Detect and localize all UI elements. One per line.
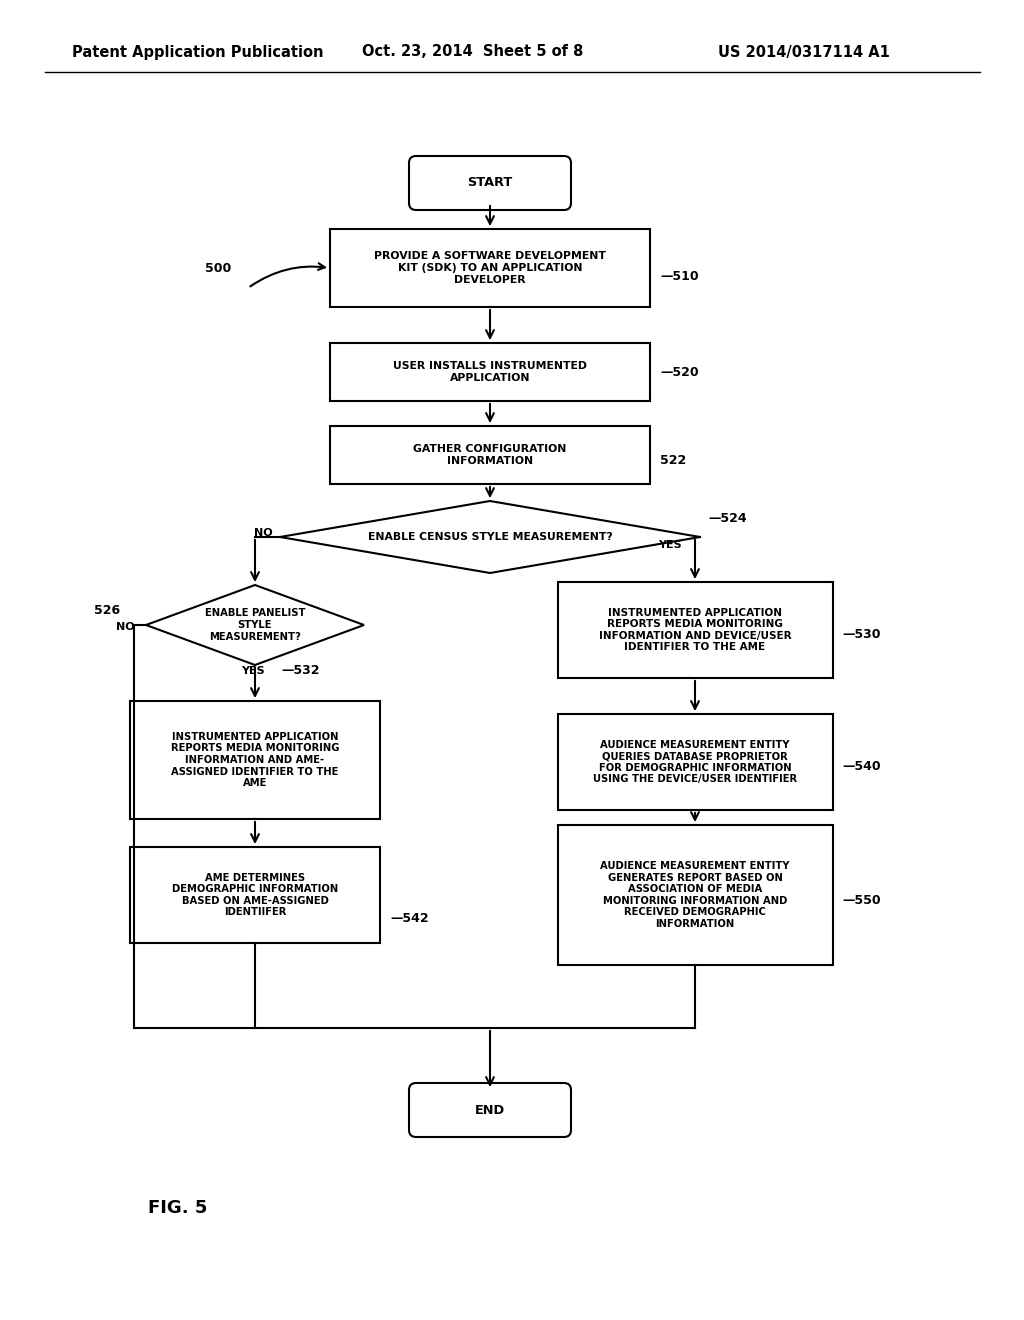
Text: —540: —540 [843, 760, 881, 774]
Bar [130, 701, 380, 818]
Text: —550: —550 [843, 894, 881, 907]
Text: AUDIENCE MEASUREMENT ENTITY
GENERATES REPORT BASED ON
ASSOCIATION OF MEDIA
MONIT: AUDIENCE MEASUREMENT ENTITY GENERATES RE… [600, 861, 790, 929]
Text: NO: NO [254, 528, 272, 539]
Text: Oct. 23, 2014  Sheet 5 of 8: Oct. 23, 2014 Sheet 5 of 8 [362, 45, 584, 59]
Text: ENABLE CENSUS STYLE MEASUREMENT?: ENABLE CENSUS STYLE MEASUREMENT? [368, 532, 612, 543]
Text: YES: YES [658, 540, 682, 550]
Text: —530: —530 [843, 628, 881, 642]
Text: AUDIENCE MEASUREMENT ENTITY
QUERIES DATABASE PROPRIETOR
FOR DEMOGRAPHIC INFORMAT: AUDIENCE MEASUREMENT ENTITY QUERIES DATA… [593, 739, 797, 784]
Text: PROVIDE A SOFTWARE DEVELOPMENT
KIT (SDK) TO AN APPLICATION
DEVELOPER: PROVIDE A SOFTWARE DEVELOPMENT KIT (SDK)… [374, 251, 606, 285]
Text: AME DETERMINES
DEMOGRAPHIC INFORMATION
BASED ON AME-ASSIGNED
IDENTIIFER: AME DETERMINES DEMOGRAPHIC INFORMATION B… [172, 873, 338, 917]
Text: 500: 500 [205, 261, 231, 275]
Bar [130, 847, 380, 942]
Text: END: END [475, 1104, 505, 1117]
Text: —542: —542 [390, 912, 429, 925]
Polygon shape [280, 502, 700, 573]
Bar [330, 343, 650, 401]
Bar [330, 426, 650, 484]
Text: FIG. 5: FIG. 5 [148, 1199, 208, 1217]
Text: USER INSTALLS INSTRUMENTED
APPLICATION: USER INSTALLS INSTRUMENTED APPLICATION [393, 362, 587, 383]
Text: INSTRUMENTED APPLICATION
REPORTS MEDIA MONITORING
INFORMATION AND AME-
ASSIGNED : INSTRUMENTED APPLICATION REPORTS MEDIA M… [171, 731, 339, 788]
FancyBboxPatch shape [409, 1082, 571, 1137]
Text: YES: YES [241, 667, 264, 676]
FancyBboxPatch shape [409, 156, 571, 210]
Text: —520: —520 [660, 366, 698, 379]
Text: —524: —524 [708, 512, 746, 525]
Bar [557, 825, 833, 965]
Text: Patent Application Publication: Patent Application Publication [72, 45, 324, 59]
Text: NO: NO [116, 622, 134, 632]
Text: —532: —532 [281, 664, 319, 677]
Bar [557, 582, 833, 678]
Text: US 2014/0317114 A1: US 2014/0317114 A1 [718, 45, 890, 59]
Text: 526: 526 [94, 605, 120, 618]
Bar [330, 228, 650, 308]
Text: 522: 522 [660, 454, 686, 466]
Text: INSTRUMENTED APPLICATION
REPORTS MEDIA MONITORING
INFORMATION AND DEVICE/USER
ID: INSTRUMENTED APPLICATION REPORTS MEDIA M… [599, 607, 792, 652]
Text: ENABLE PANELIST
STYLE
MEASUREMENT?: ENABLE PANELIST STYLE MEASUREMENT? [205, 609, 305, 642]
Text: —510: —510 [660, 269, 698, 282]
Polygon shape [146, 585, 364, 665]
Bar [557, 714, 833, 810]
Text: GATHER CONFIGURATION
INFORMATION: GATHER CONFIGURATION INFORMATION [414, 445, 566, 466]
Text: START: START [467, 177, 513, 190]
